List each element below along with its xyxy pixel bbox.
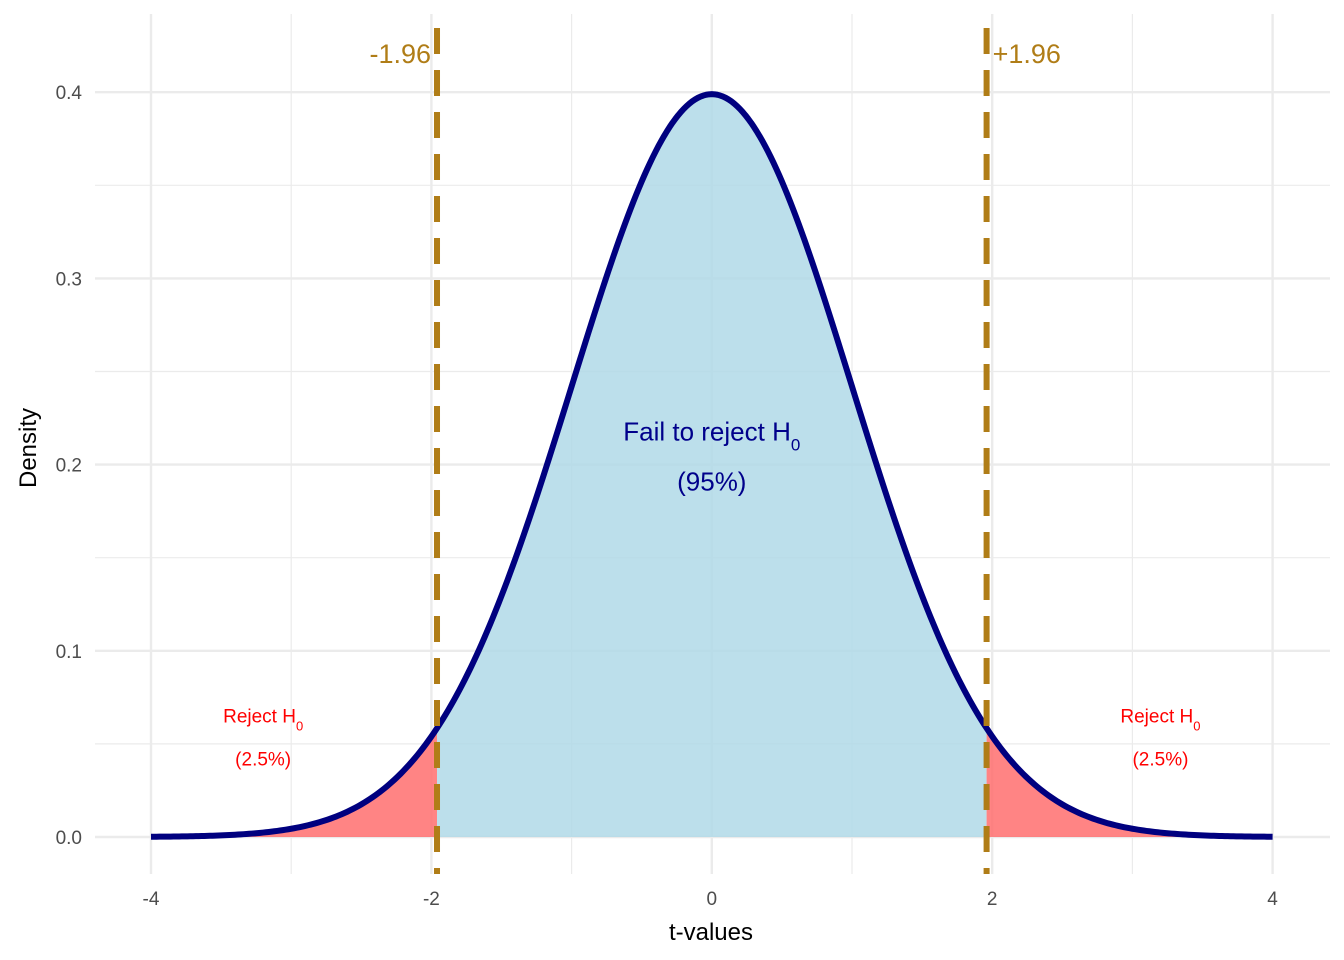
density-curve-group: [150, 91, 1273, 840]
y-tick-label: 0.4: [56, 83, 83, 104]
x-axis-title: t-values: [669, 919, 753, 946]
y-tick-label: 0.0: [56, 828, 82, 849]
region-percent-left-tail: (2.5%): [235, 749, 291, 770]
critical-value-lines: -1.96 +1.96: [369, 28, 1061, 874]
y-axis-title: Density: [15, 408, 42, 488]
y-tick-label: 0.2: [56, 456, 82, 477]
shaded-regions: [151, 94, 1273, 838]
region-label-right-tail: Reject H0: [1120, 706, 1200, 733]
x-tick-label: -4: [143, 889, 160, 910]
x-tick-label: 0: [707, 889, 718, 910]
region-percent-center: (95%): [677, 467, 746, 497]
x-tick-label: -2: [423, 889, 440, 910]
region-labels: Reject H0 (2.5%) Fail to reject H0 (95%) Rej…: [223, 416, 1200, 770]
region-label-left-tail: Reject H0: [223, 706, 303, 733]
region-fill-left-tail: [151, 728, 438, 837]
region-label-center: Fail to reject H0: [623, 416, 800, 454]
density-curve: [150, 91, 1273, 840]
axes: t-values Density -4 -2 0 2 4 0.0 0.1 0.2 0.3 0.4: [15, 83, 1278, 946]
critical-label-right: +1.96: [993, 39, 1061, 69]
y-tick-label: 0.3: [56, 269, 82, 290]
region-fill-center: [437, 94, 987, 838]
critical-label-left: -1.96: [369, 39, 431, 69]
x-tick-label: 2: [987, 889, 998, 910]
x-tick-label: 4: [1267, 889, 1278, 910]
region-percent-right-tail: (2.5%): [1132, 749, 1188, 770]
y-tick-label: 0.1: [56, 642, 82, 663]
region-fill-right-tail: [986, 728, 1273, 837]
